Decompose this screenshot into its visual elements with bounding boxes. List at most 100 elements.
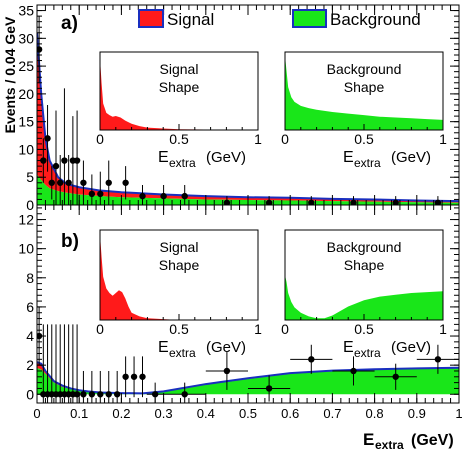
x-tick-label: 0 bbox=[33, 406, 40, 421]
data-marker bbox=[350, 367, 357, 375]
inset-xlabel-subscript: extra bbox=[354, 156, 381, 170]
inset-title-line: Shape bbox=[159, 257, 200, 273]
inset-tick-label: 1 bbox=[254, 321, 262, 337]
y-tick-label: 25 bbox=[18, 58, 34, 74]
inset-tick-label: 0 bbox=[96, 321, 104, 337]
y-tick-label: 20 bbox=[18, 86, 34, 102]
data-marker bbox=[105, 179, 112, 186]
data-marker bbox=[97, 391, 104, 398]
inset-xlabel-subscript: extra bbox=[354, 346, 381, 360]
panel-label: a) bbox=[61, 13, 78, 34]
data-point bbox=[52, 110, 60, 205]
inset-title-line: Background bbox=[327, 239, 402, 255]
data-marker bbox=[308, 199, 315, 205]
inset-tick-label: 0 bbox=[281, 131, 289, 147]
inset-title-line: Shape bbox=[344, 79, 385, 95]
data-marker bbox=[265, 385, 273, 392]
x-tick-label: 0.6 bbox=[281, 406, 299, 421]
data-marker bbox=[80, 179, 87, 186]
x-tick-label: 1 bbox=[455, 406, 462, 421]
data-marker bbox=[88, 190, 96, 198]
y-tick-label: 6 bbox=[26, 299, 34, 315]
inset-shape bbox=[285, 55, 443, 130]
background-shape-inset: 0 0.5 1 Background Shape E extra (GeV) bbox=[281, 229, 447, 360]
data-point bbox=[205, 352, 248, 390]
inset-title-line: Shape bbox=[344, 257, 385, 273]
inset-background bbox=[100, 52, 258, 130]
data-point bbox=[392, 196, 399, 205]
x-tick-label: 0.3 bbox=[155, 406, 173, 421]
data-point bbox=[122, 356, 129, 398]
inset-xlabel-unit: (GeV) bbox=[391, 339, 431, 356]
legend: Signal Background bbox=[138, 9, 421, 29]
y-tick-label: 0 bbox=[26, 197, 34, 213]
data-marker bbox=[151, 391, 159, 398]
data-marker bbox=[392, 199, 399, 205]
data-point bbox=[434, 196, 442, 205]
data-marker bbox=[308, 356, 315, 363]
data-marker bbox=[350, 199, 357, 205]
data-marker bbox=[130, 373, 138, 380]
y-tick-label: 35 bbox=[18, 3, 34, 19]
data-marker bbox=[44, 135, 51, 142]
x-tick-label: 0.8 bbox=[366, 406, 384, 421]
data-point bbox=[374, 363, 417, 390]
data-point bbox=[105, 370, 112, 403]
data-point bbox=[290, 344, 333, 374]
inset-xlabel-unit: (GeV) bbox=[391, 149, 431, 166]
inset-title-line: Signal bbox=[160, 61, 199, 77]
data-marker bbox=[105, 391, 112, 398]
legend-label: Background bbox=[330, 10, 421, 29]
x-axis: 0 0.1 0.2 0.3 0.4 0.5 0.6 0.7 0.8 0.9 1 bbox=[33, 205, 463, 421]
legend-item: Signal bbox=[138, 9, 214, 29]
data-marker bbox=[48, 179, 55, 186]
data-point bbox=[80, 370, 87, 403]
data-point bbox=[105, 160, 112, 205]
inset-xlabel-unit: (GeV) bbox=[206, 149, 246, 166]
inset-title-line: Background bbox=[327, 61, 402, 77]
y-tick-label: 12 bbox=[18, 212, 34, 228]
data-point bbox=[73, 324, 81, 403]
x-axis-title-subscript: extra bbox=[375, 438, 404, 451]
data-marker bbox=[434, 199, 442, 205]
data-marker bbox=[265, 199, 273, 205]
data-point bbox=[139, 356, 146, 398]
inset-xlabel: E bbox=[343, 149, 354, 166]
data-marker bbox=[223, 367, 231, 375]
data-point bbox=[163, 382, 206, 403]
inset-xlabel: E bbox=[343, 339, 354, 356]
total-fit-curve bbox=[37, 32, 459, 203]
data-marker bbox=[97, 190, 104, 198]
y-tick-label: 2 bbox=[26, 357, 34, 373]
y-tick-label: 0 bbox=[26, 386, 34, 402]
x-tick-label: 0.7 bbox=[323, 406, 341, 421]
y-axis-title: Events / 0.04 GeV bbox=[2, 16, 18, 133]
x-axis-title-unit: (GeV) bbox=[411, 432, 454, 449]
data-marker bbox=[181, 391, 188, 398]
data-point bbox=[65, 155, 72, 205]
y-tick-label: 8 bbox=[26, 270, 34, 286]
inset-tick-label: 0.5 bbox=[354, 131, 374, 147]
data-point bbox=[113, 370, 121, 403]
data-marker bbox=[80, 391, 87, 398]
legend-swatch bbox=[138, 9, 164, 28]
data-marker bbox=[61, 157, 68, 164]
data-point bbox=[97, 370, 104, 403]
data-point bbox=[80, 160, 87, 205]
data-point bbox=[130, 356, 138, 398]
data-marker bbox=[139, 192, 146, 200]
data-marker bbox=[73, 391, 81, 398]
data-marker bbox=[223, 199, 231, 205]
data-point bbox=[122, 166, 129, 200]
data-marker bbox=[52, 162, 60, 170]
data-point bbox=[88, 174, 96, 205]
panel-label: b) bbox=[61, 231, 79, 252]
data-point bbox=[88, 370, 96, 403]
inset-title-line: Shape bbox=[159, 79, 200, 95]
y-tick-label: 5 bbox=[26, 169, 34, 185]
legend-swatch bbox=[292, 9, 327, 28]
data-point bbox=[223, 196, 231, 205]
